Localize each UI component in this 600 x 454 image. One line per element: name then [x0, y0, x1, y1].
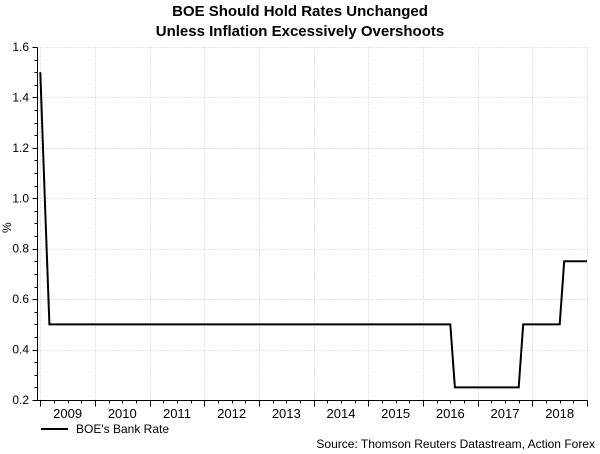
x-tick-label: 2016: [436, 406, 465, 421]
x-tick-label: 2012: [217, 406, 246, 421]
gridlines: [37, 47, 588, 401]
x-tick-label: 2015: [381, 406, 410, 421]
x-tick-labels: 2009 2010 2011 2012 2013 2014 2015 2016 2017 2018: [53, 406, 574, 421]
legend: BOE's Bank Rate: [41, 421, 169, 437]
rate-line: [39, 72, 587, 389]
x-tick-label: 2017: [491, 406, 520, 421]
y-tick-label: 1.4: [12, 90, 29, 104]
legend-item-label: BOE's Bank Rate: [76, 422, 169, 436]
legend-line-swatch: [41, 428, 68, 430]
y-tick-label: 0.8: [12, 242, 29, 256]
x-tick-label: 2013: [272, 406, 301, 421]
y-tick-label: 0.6: [12, 292, 29, 306]
y-tick-label: 0.2: [12, 393, 29, 407]
x-tick-label: 2014: [327, 406, 356, 421]
y-tick-label: 1.6: [12, 40, 29, 54]
x-tick-label: 2018: [545, 406, 574, 421]
y-axis-label: %: [0, 222, 14, 233]
y-tick-label: 1.2: [12, 141, 29, 155]
x-tick-label: 2010: [108, 406, 137, 421]
source-note: Source: Thomson Reuters Datastream, Acti…: [316, 437, 595, 451]
chart-title-line1: BOE Should Hold Rates Unchanged: [172, 3, 428, 20]
y-tick-label: 1.0: [12, 191, 29, 205]
x-tick-label: 2011: [163, 406, 191, 421]
x-tick-label: 2009: [53, 406, 82, 421]
axis-lines: [37, 47, 588, 401]
y-tick-label: 0.4: [12, 343, 29, 357]
axes: [32, 47, 588, 407]
chart-title: BOE Should Hold Rates Unchanged Unless I…: [0, 2, 600, 42]
y-tick-labels: 0.2 0.4 0.6 0.8 1.0 1.2 1.4 1.6: [12, 40, 29, 407]
chart-title-line2: Unless Inflation Excessively Overshoots: [155, 23, 445, 40]
